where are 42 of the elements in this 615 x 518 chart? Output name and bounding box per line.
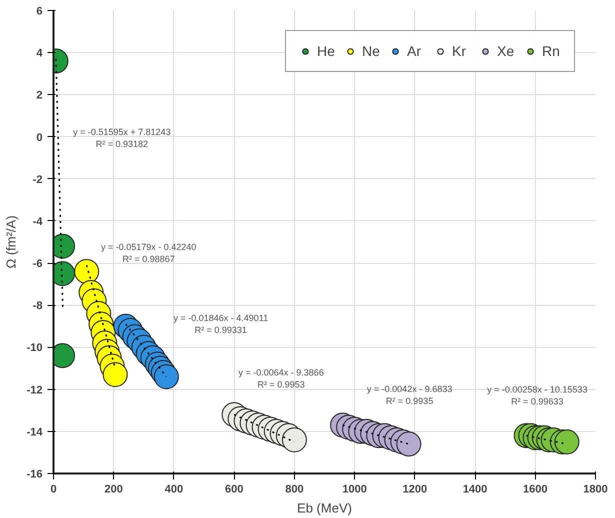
y-tick-label: 2	[36, 90, 43, 102]
point	[554, 429, 580, 454]
y-tick-label: -4	[32, 216, 44, 228]
y-tick-label: -12	[26, 384, 43, 396]
point	[102, 362, 128, 388]
x-tick-label: 400	[164, 484, 184, 496]
annotation: y = -0.51595x + 7.81243 R² = 0.93182	[73, 126, 171, 149]
y-tick-label: -10	[26, 342, 43, 354]
x-tick-label: 1800	[583, 484, 608, 496]
point	[282, 427, 307, 452]
annotation: y = -0.01846x - 4.49011 R² = 0.99331	[173, 313, 268, 336]
x-axis-title: Eb (MeV)	[297, 500, 352, 516]
x-tick-label: 1200	[402, 484, 428, 496]
x-tick-label: 200	[104, 484, 123, 496]
annotation: y = -0.0042x - 9.6833 R² = 0.9935	[366, 384, 452, 406]
y-tick-label: 0	[36, 132, 43, 144]
y-tick-label: 6	[36, 6, 43, 18]
y-tick-label: 4	[36, 48, 44, 60]
y-tick-label: -16	[26, 468, 43, 480]
x-tick-label: 600	[224, 484, 244, 496]
x-tick-label: 800	[285, 484, 304, 496]
y-tick-label: -14	[26, 426, 44, 438]
legend-label: Ne	[362, 43, 381, 59]
y-tick-label: -2	[32, 174, 42, 186]
annotation: y = -0.0064x - 9.3866 R² = 0.9953	[238, 368, 324, 390]
legend-label: Rn	[542, 43, 561, 59]
x-tick-label: 1400	[462, 484, 488, 496]
y-axis-title: Ω (fm²/A)	[4, 215, 19, 269]
x-tick-label: 1000	[342, 484, 367, 496]
point	[396, 432, 422, 457]
legend-label: Kr	[452, 43, 467, 59]
point	[74, 258, 100, 284]
annotation: y = -0.05179x - 0.42240 R² = 0.98867	[100, 242, 196, 264]
annotation: y = -0.00258x - 10.15533 R² = 0.99633	[487, 384, 588, 407]
legend-label: Ar	[407, 43, 422, 59]
legend-label: Xe	[497, 43, 516, 59]
point	[154, 364, 179, 390]
y-tick-label: -8	[32, 300, 42, 312]
x-tick-label: 1600	[523, 484, 548, 496]
legend-label: He	[317, 43, 336, 59]
y-tick-label: -6	[32, 258, 42, 270]
x-tick-label: 0	[50, 484, 57, 496]
